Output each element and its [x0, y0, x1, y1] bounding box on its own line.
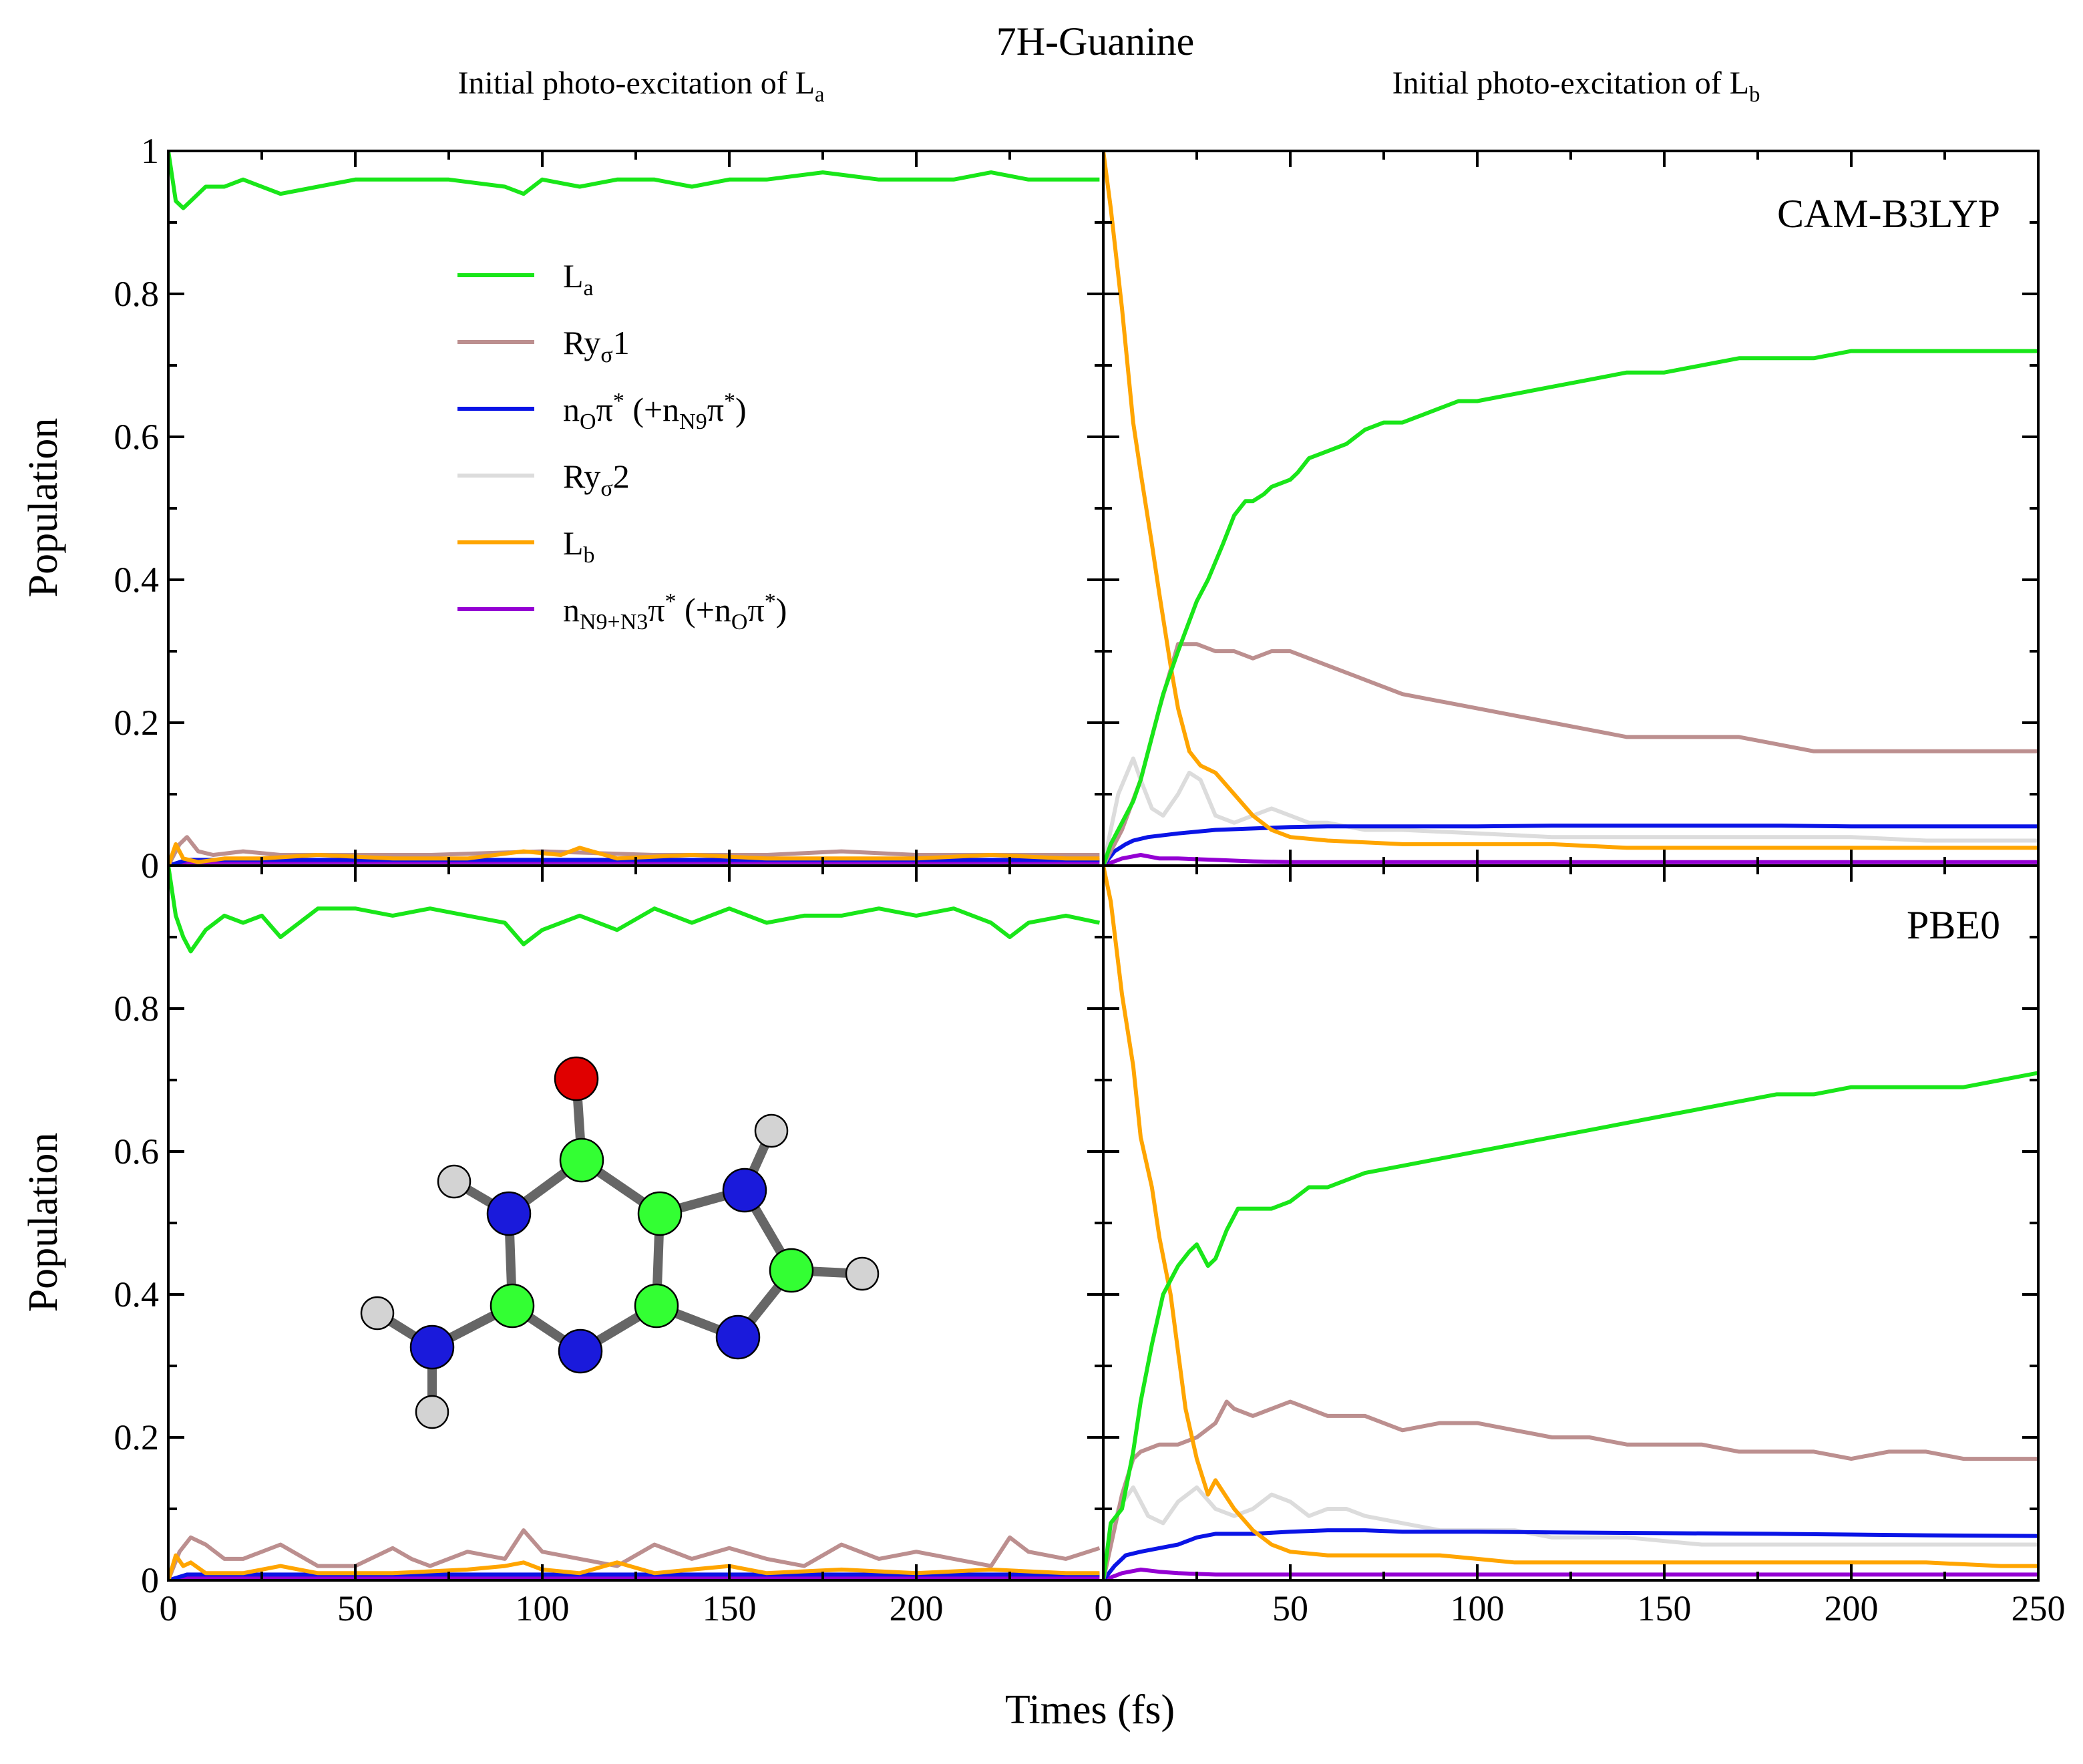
atom-o: [554, 1056, 599, 1101]
legend-label: Ryσ1: [563, 324, 630, 367]
legend-label: La: [563, 257, 594, 301]
x-tick-label: 150: [1638, 1588, 1692, 1628]
y-tick-label: 0: [141, 846, 159, 886]
y-axis-label-top: Population: [21, 418, 66, 598]
atom-n: [715, 1314, 761, 1360]
figure-title: 7H-Guanine: [996, 19, 1195, 63]
x-tick-label: 100: [1451, 1588, 1505, 1628]
series-line-Rysigma2: [1103, 1485, 2038, 1580]
x-tick-label: 50: [337, 1588, 373, 1628]
legend-label: nOπ* (+nN9π*): [563, 389, 747, 434]
column-title-left: Initial photo-excitation of La: [458, 65, 825, 107]
series-line-nN9+N3pi*: [1103, 853, 2038, 866]
atom-n: [486, 1191, 532, 1236]
atom-h: [415, 1395, 449, 1429]
atom-h: [845, 1256, 880, 1291]
method-label-cam-b3lyp: CAM-B3LYP: [1777, 192, 2000, 236]
series-line-nOpi*: [1103, 1528, 2038, 1580]
column-title-right: Initial photo-excitation of Lb: [1392, 65, 1760, 107]
series-line-La: [168, 151, 1100, 210]
panel-bottom-left: [167, 864, 1105, 1582]
atom-n: [409, 1325, 455, 1370]
x-tick-label: 0: [1095, 1588, 1113, 1628]
y-tick-label: 0.6: [114, 1131, 160, 1172]
legend-item: Ryσ1: [457, 324, 630, 367]
panel-top-left: [167, 150, 1105, 867]
series-line-Rysigma1: [1103, 642, 2038, 866]
legend-label: nN9+N3π* (+nOπ*): [563, 589, 787, 635]
y-tick-label: 0: [141, 1560, 159, 1600]
x-tick-label: 250: [2012, 1588, 2066, 1628]
guanine-molecule-image: [360, 1056, 880, 1429]
atom-c: [634, 1283, 679, 1329]
y-tick-label: 1: [141, 131, 159, 171]
x-axis-label: Times (fs): [1005, 1687, 1175, 1733]
x-tick-label: 200: [890, 1588, 944, 1628]
series-line-Lb: [168, 1553, 1100, 1580]
y-tick-label: 0.4: [114, 560, 160, 600]
series-line-La: [168, 866, 1101, 954]
legend-item: nN9+N3π* (+nOπ*): [457, 589, 787, 635]
series-line-Lb: [1103, 866, 2038, 1568]
y-axis-label-bottom: Population: [21, 1133, 66, 1312]
legend-item: Lb: [457, 524, 595, 568]
series-line-nN9+N3pi*: [1103, 1567, 2038, 1580]
y-tick-label: 0.8: [114, 989, 160, 1029]
x-tick-label: 100: [516, 1588, 570, 1628]
atom-h: [360, 1296, 395, 1331]
series-line-La: [1103, 349, 2038, 866]
atom-n: [722, 1168, 767, 1213]
y-tick-label: 0.2: [114, 703, 160, 743]
atom-h: [754, 1113, 789, 1148]
legend-item: La: [457, 257, 594, 301]
atom-h: [437, 1164, 471, 1199]
series-line-Rysigma2: [1103, 756, 2038, 866]
legend-item: nOπ* (+nN9π*): [457, 389, 747, 434]
method-label-pbe0: PBE0: [1907, 903, 2000, 947]
series-line-Lb: [1103, 151, 2038, 850]
x-tick-label: 150: [703, 1588, 757, 1628]
y-tick-label: 0.2: [114, 1417, 160, 1457]
legend: La Ryσ1 nOπ* (+nN9π*) Ryσ2 Lb nN9+N3π* (+nOπ*…: [457, 257, 787, 635]
x-tick-label: 0: [160, 1588, 178, 1628]
panel-top-right: [1102, 150, 2040, 867]
atom-c: [559, 1137, 604, 1183]
legend-label: Ryσ2: [563, 458, 630, 501]
y-tick-label: 0.4: [114, 1274, 160, 1314]
series-line-Rysigma1: [168, 1528, 1101, 1580]
atom-c: [637, 1191, 683, 1236]
series-line-La: [1103, 1071, 2038, 1580]
panel-bottom-right: [1102, 864, 2040, 1582]
y-tick-label: 0.6: [114, 417, 160, 457]
atom-c: [490, 1283, 535, 1329]
series-line-Rysigma1: [168, 835, 1100, 866]
x-tick-label: 200: [1825, 1588, 1879, 1628]
series-line-Rysigma1: [1103, 1399, 2038, 1580]
atom-n: [558, 1329, 603, 1374]
atom-c: [769, 1248, 814, 1293]
legend-label: Lb: [563, 524, 595, 568]
series-line-nOpi*: [1103, 824, 2038, 866]
legend-item: Ryσ2: [457, 458, 630, 501]
y-tick-label: 0.8: [114, 274, 160, 314]
x-tick-label: 50: [1272, 1588, 1308, 1628]
